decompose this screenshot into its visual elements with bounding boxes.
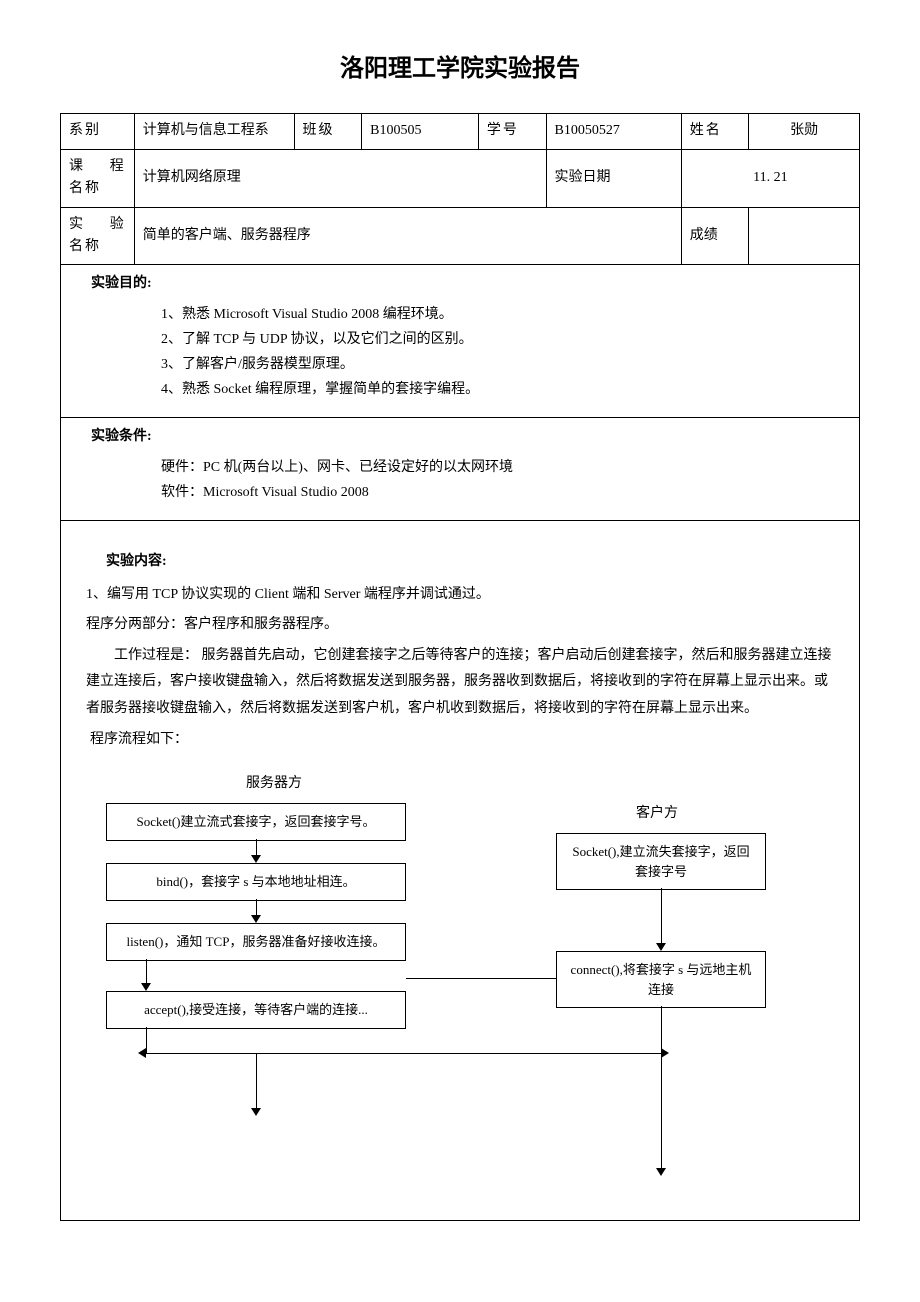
client-node-socket: Socket(),建立流失套接字，返回套接字号 — [556, 833, 766, 890]
arrow-head — [251, 915, 261, 923]
grade-value — [749, 207, 860, 265]
connect-line — [406, 978, 556, 979]
arrow — [661, 888, 662, 948]
condition-header: 实验条件: — [91, 426, 829, 448]
content-header: 实验内容: — [86, 551, 834, 573]
date-label: 实验日期 — [546, 149, 681, 207]
condition-hardware: 硬件：PC 机(两台以上)、网卡、已经设定好的以太网环境 — [161, 455, 829, 480]
server-node-socket: Socket()建立流式套接字，返回套接字号。 — [106, 803, 406, 841]
exp-label: 实 验 名称 — [61, 207, 135, 265]
condition-software: 软件：Microsoft Visual Studio 2008 — [161, 480, 829, 505]
grade-label: 成绩 — [681, 207, 749, 265]
condition-section: 实验条件: 硬件：PC 机(两台以上)、网卡、已经设定好的以太网环境 软件：Mi… — [60, 418, 860, 521]
arrow-head — [251, 855, 261, 863]
arrow — [661, 1053, 662, 1173]
client-label: 客户方 — [636, 803, 678, 825]
date-value: 11. 21 — [681, 149, 859, 207]
course-label: 课 程 名称 — [61, 149, 135, 207]
content-p2: 程序分两部分：客户程序和服务器程序。 — [86, 612, 834, 639]
class-value: B100505 — [362, 114, 479, 149]
purpose-item: 3、了解客户/服务器模型原理。 — [161, 352, 829, 377]
id-label: 学号 — [478, 114, 546, 149]
course-value: 计算机网络原理 — [134, 149, 546, 207]
name-value: 张勋 — [749, 114, 860, 149]
arrow — [146, 1027, 147, 1053]
class-label: 班级 — [294, 114, 362, 149]
arrow-head — [141, 983, 151, 991]
server-node-listen: listen()，通知 TCP，服务器准备好接收连接。 — [106, 923, 406, 961]
flowchart: 服务器方 客户方 Socket()建立流式套接字，返回套接字号。 bind()，… — [86, 773, 834, 1193]
arrow — [661, 1006, 662, 1053]
purpose-section: 实验目的: 1、熟悉 Microsoft Visual Studio 2008 … — [60, 265, 860, 418]
info-table: 系别 计算机与信息工程系 班级 B100505 学号 B10050527 姓名 … — [60, 113, 860, 265]
content-p1: 1、编写用 TCP 协议实现的 Client 端和 Server 端程序并调试通… — [86, 582, 834, 609]
arrow-head — [656, 943, 666, 951]
client-node-connect: connect(),将套接字 s 与远地主机连接 — [556, 951, 766, 1008]
exp-value: 简单的客户端、服务器程序 — [134, 207, 681, 265]
purpose-list: 1、熟悉 Microsoft Visual Studio 2008 编程环境。 … — [91, 302, 829, 403]
purpose-item: 1、熟悉 Microsoft Visual Studio 2008 编程环境。 — [161, 302, 829, 327]
content-p4: 程序流程如下： — [86, 727, 834, 754]
arrow-head — [656, 1168, 666, 1176]
id-value: B10050527 — [546, 114, 681, 149]
arrow-head-right — [661, 1048, 669, 1058]
arrow-head — [251, 1108, 261, 1116]
arrow-head — [138, 1048, 146, 1058]
content-p3: 工作过程是： 服务器首先启动，它创建套接字之后等待客户的连接；客户启动后创建套接… — [86, 643, 834, 723]
name-label: 姓名 — [681, 114, 749, 149]
purpose-header: 实验目的: — [91, 273, 829, 295]
server-node-accept: accept(),接受连接，等待客户端的连接... — [106, 991, 406, 1029]
purpose-item: 4、熟悉 Socket 编程原理，掌握简单的套接字编程。 — [161, 377, 829, 402]
content-section: 实验内容: 1、编写用 TCP 协议实现的 Client 端和 Server 端… — [60, 521, 860, 1221]
bidir-line — [146, 1053, 661, 1054]
purpose-item: 2、了解 TCP 与 UDP 协议，以及它们之间的区别。 — [161, 327, 829, 352]
server-label: 服务器方 — [246, 773, 302, 795]
arrow — [256, 1053, 257, 1113]
page-title: 洛阳理工学院实验报告 — [60, 50, 860, 88]
dept-value: 计算机与信息工程系 — [134, 114, 294, 149]
dept-label: 系别 — [61, 114, 135, 149]
server-node-bind: bind()，套接字 s 与本地地址相连。 — [106, 863, 406, 901]
condition-list: 硬件：PC 机(两台以上)、网卡、已经设定好的以太网环境 软件：Microsof… — [91, 455, 829, 505]
